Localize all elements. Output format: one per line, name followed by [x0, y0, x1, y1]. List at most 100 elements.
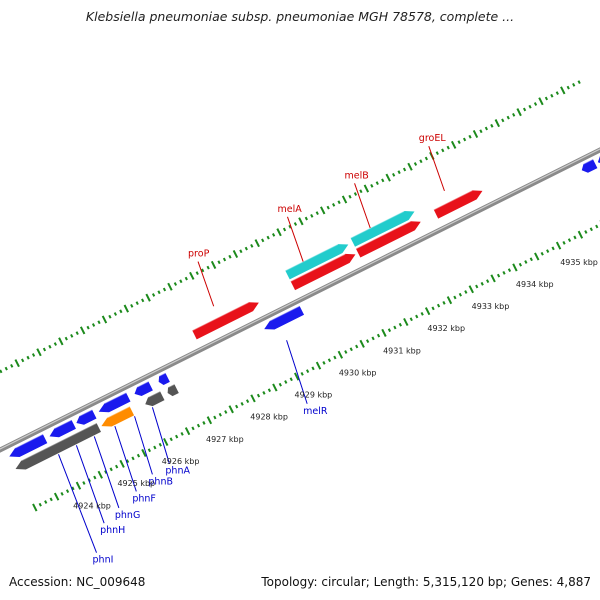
reverse-feature-10[interactable] — [101, 405, 135, 427]
tick-mark — [381, 178, 385, 183]
backbone-highlight — [0, 148, 600, 450]
tick-mark — [32, 503, 38, 512]
kbp-scale: 4924 kbp 4925 kbp 4926 kbp 4927 kbp 4928 kbp… — [73, 258, 598, 511]
reverse-feature-11[interactable] — [145, 390, 165, 407]
reverse-feature-12-body — [167, 384, 179, 397]
tick-mark — [97, 320, 101, 325]
tick-mark — [240, 401, 244, 406]
tick-mark — [486, 279, 490, 283]
tick-mark — [315, 361, 322, 370]
gene-label-prop[interactable]: proP — [188, 249, 210, 260]
tick-mark — [31, 353, 36, 357]
gene-label-phnb[interactable]: phnB — [148, 476, 173, 487]
tick-mark — [462, 137, 467, 142]
kbp-label: 4924 kbp — [73, 501, 111, 510]
gene-label-phni[interactable]: phnI — [93, 555, 114, 566]
feature-mela-rna-body — [285, 244, 349, 280]
tick-mark — [228, 405, 234, 414]
tick-mark — [480, 281, 484, 286]
reverse-feature-12-shine — [167, 383, 175, 388]
tick-mark — [179, 279, 183, 284]
tick-mark — [239, 249, 243, 254]
tick-mark — [490, 123, 494, 128]
tick-mark — [195, 271, 199, 276]
tick-mark — [393, 325, 397, 330]
leader-line — [75, 445, 105, 524]
reverse-feature-3[interactable] — [98, 391, 131, 413]
tick-mark — [502, 271, 506, 275]
tick-mark — [261, 238, 265, 243]
tick-mark — [104, 470, 108, 474]
tick-mark — [173, 282, 178, 286]
gene-groel-cds-body — [433, 190, 483, 219]
tick-mark — [562, 241, 566, 245]
tick-mark — [555, 241, 562, 250]
gene-label-phnh[interactable]: phnH — [100, 525, 125, 536]
backbone-track — [0, 147, 600, 453]
gene-label-phng[interactable]: phnG — [115, 510, 140, 521]
feature-melb-rna[interactable] — [350, 210, 415, 247]
tick-mark — [310, 213, 314, 218]
tick-mark — [79, 326, 86, 335]
tick-mark — [534, 252, 540, 261]
kbp-label: 4930 kbp — [339, 368, 377, 377]
feature-melb-rna-body — [350, 211, 415, 247]
tick-mark — [479, 129, 483, 134]
tick-mark — [551, 246, 555, 251]
reverse-feature-5[interactable] — [158, 372, 170, 385]
tick-mark — [472, 129, 479, 139]
reverse-feature-12[interactable] — [167, 383, 179, 397]
reverse-feature-7[interactable] — [581, 158, 598, 173]
tick-mark — [131, 456, 135, 461]
gene-label-groel[interactable]: groEL — [419, 133, 447, 144]
reverse-feature-0-body — [9, 434, 48, 457]
tick-mark — [26, 355, 30, 360]
tick-mark — [435, 151, 439, 155]
tick-mark — [450, 140, 457, 149]
gene-melb-cds[interactable] — [355, 220, 421, 258]
feature-mela-rna[interactable] — [284, 243, 349, 280]
tick-mark — [572, 83, 576, 87]
reverse-feature-10-body — [101, 406, 135, 427]
reverse-feature-2-body — [76, 409, 97, 425]
reverse-feature-1-body — [49, 419, 76, 438]
gene-mela-cds[interactable] — [290, 253, 356, 291]
tick-mark — [130, 303, 134, 308]
tick-mark — [232, 250, 239, 259]
tick-mark — [589, 227, 593, 232]
tick-mark — [184, 427, 191, 436]
reverse-feature-1[interactable] — [49, 419, 76, 438]
tick-mark — [218, 412, 222, 417]
reverse-feature-2[interactable] — [76, 408, 97, 425]
reverse-feature-8[interactable] — [597, 150, 600, 164]
tick-mark — [464, 290, 468, 294]
tick-mark — [53, 492, 60, 501]
tick-mark — [398, 322, 402, 327]
tick-mark — [169, 437, 173, 442]
reverse-feature-4[interactable] — [134, 380, 153, 396]
gene-label-melr[interactable]: melR — [303, 406, 328, 417]
tick-mark — [254, 239, 260, 248]
reverse-feature-0[interactable] — [9, 433, 48, 457]
gene-groel-cds[interactable] — [433, 189, 483, 219]
reverse-feature-2-shine — [79, 408, 93, 417]
tick-mark — [344, 350, 348, 354]
tick-mark — [235, 404, 239, 409]
leader-line — [287, 216, 304, 262]
tick-mark — [516, 108, 522, 117]
tick-mark — [349, 347, 353, 352]
reverse-feature-9[interactable] — [15, 422, 101, 470]
gene-prop[interactable] — [191, 301, 259, 340]
gene-label-phna[interactable]: phnA — [165, 466, 190, 477]
gene-mela-cds-body — [290, 253, 356, 291]
inner-tick-track — [32, 220, 600, 512]
gene-label-phnf[interactable]: phnF — [132, 493, 156, 504]
tick-mark — [387, 328, 392, 333]
tick-mark — [457, 140, 461, 145]
tick-mark — [566, 85, 570, 90]
gene-label-mela[interactable]: melA — [277, 204, 302, 215]
tick-mark — [424, 156, 428, 161]
reverse-feature-6[interactable] — [264, 305, 305, 330]
gene-label-melb[interactable]: melB — [345, 170, 369, 181]
